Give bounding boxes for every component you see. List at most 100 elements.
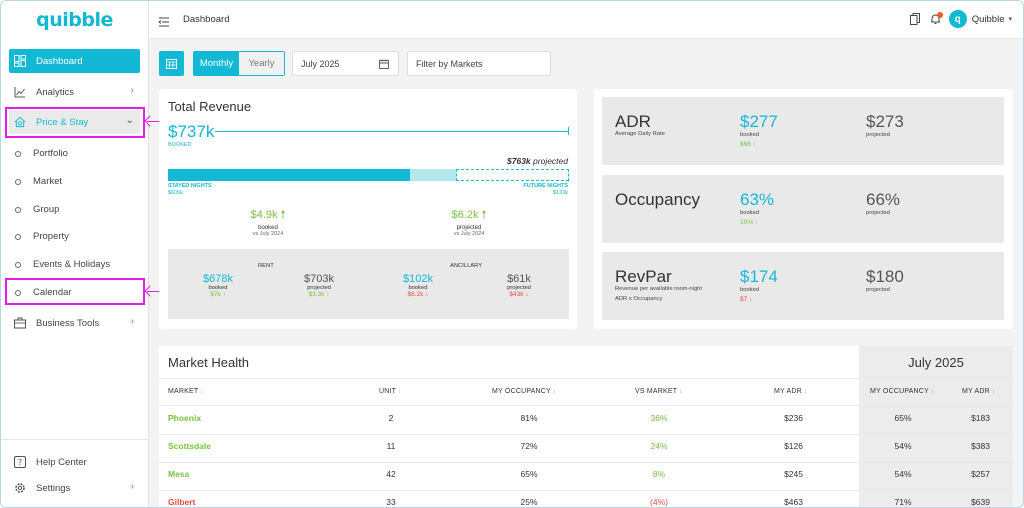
- sidebar-subitem-group[interactable]: Group: [15, 204, 59, 215]
- market-period-title: July 2025: [908, 355, 964, 370]
- sidebar-item-label: Help Center: [36, 456, 87, 468]
- table-cell: 36%: [650, 413, 668, 423]
- arrow-down-icon: ↓: [749, 296, 753, 303]
- bullet-icon: [15, 178, 21, 185]
- kpi-occupancy: Occupancy 63% booked 10% ↑ 66% projected: [602, 175, 1004, 243]
- month-picker[interactable]: July 2025: [292, 51, 399, 76]
- ancillary-projected-value: $61k: [507, 273, 531, 285]
- sidebar: quibble Dashboard Analytics › Price & St…: [1, 1, 149, 507]
- notification-bell-icon[interactable]: [930, 12, 943, 25]
- table-cell: 2: [388, 413, 394, 423]
- kpi-projected-value: 66%: [866, 190, 901, 209]
- highlight-box-calendar: [5, 278, 145, 305]
- kpi-revpar: RevPar Revenue per available room-night …: [602, 252, 1004, 320]
- kpi-booked-value: 63%: [740, 190, 775, 209]
- sidebar-subitem-calendar[interactable]: Calendar: [15, 287, 72, 298]
- booked-yoy-label: booked: [258, 225, 278, 231]
- help-icon: ?: [14, 456, 26, 468]
- table-cell: 81%: [520, 413, 538, 423]
- calendar-view-button[interactable]: [159, 51, 184, 76]
- sidebar-item-settings[interactable]: Settings ›: [9, 476, 140, 500]
- kpi-projected-label: projected: [866, 132, 890, 138]
- market-name-link[interactable]: Mesa: [168, 469, 190, 479]
- quibble-logo[interactable]: quibble: [36, 9, 113, 31]
- markets-filter-placeholder: Filter by Markets: [416, 58, 483, 69]
- yearly-toggle[interactable]: Yearly: [239, 52, 284, 75]
- table-cell: 72%: [520, 441, 538, 451]
- market-health-table: Market Health July 2025 MARKET ↕ UNIT ↕ MY…: [159, 346, 1013, 507]
- rent-projected-change: $3.3k: [308, 291, 325, 298]
- market-name-link[interactable]: Phoenix: [168, 413, 202, 423]
- col-header-market-occupancy[interactable]: MY OCCUPANCY ↕: [870, 388, 934, 395]
- table-cell: 54%: [894, 441, 912, 451]
- ancillary-booked-label: booked: [408, 285, 428, 291]
- col-header-my-occupancy[interactable]: MY OCCUPANCY ↕: [492, 388, 556, 395]
- projected-yoy-label: projected: [456, 225, 482, 231]
- sidebar-subitem-market[interactable]: Market: [15, 176, 62, 187]
- user-name[interactable]: Quibble: [971, 13, 1005, 25]
- calendar-icon: [379, 59, 389, 71]
- rent-booked-change: $7k: [210, 291, 221, 298]
- table-cell: $463: [784, 497, 803, 507]
- ancillary-projected-label: projected: [507, 285, 531, 291]
- table-cell: 11: [386, 441, 396, 451]
- sidebar-item-analytics[interactable]: Analytics ›: [9, 80, 140, 104]
- sidebar-item-label: Business Tools: [36, 317, 100, 329]
- dashboard-icon: [14, 55, 26, 67]
- table-cell: $236: [784, 413, 803, 423]
- market-name-link[interactable]: Scottsdale: [168, 441, 211, 451]
- booked-yoy-value: $4.9k: [250, 209, 278, 221]
- projected-word: projected: [533, 156, 568, 166]
- table-cell: $126: [784, 441, 803, 451]
- sidebar-subitem-events-holidays[interactable]: Events & Holidays: [15, 259, 110, 270]
- subitem-label: Portfolio: [33, 148, 68, 159]
- table-cell: $639: [971, 497, 990, 507]
- kpi-change: 10%: [740, 219, 754, 226]
- svg-text:?: ?: [18, 458, 22, 467]
- kpi-booked-label: booked: [740, 287, 760, 293]
- table-cell: (4%): [650, 497, 668, 507]
- col-header-vs-market[interactable]: VS MARKET ↕: [635, 388, 682, 395]
- markets-filter[interactable]: Filter by Markets: [407, 51, 551, 76]
- table-cell: $183: [971, 413, 990, 423]
- subitem-label: Events & Holidays: [33, 259, 111, 270]
- monthly-toggle[interactable]: Monthly: [194, 52, 239, 75]
- kpi-projected-label: projected: [866, 287, 890, 293]
- period-toggle: Monthly Yearly: [193, 51, 285, 76]
- kpi-booked-value: $174: [740, 267, 778, 286]
- table-cell: $383: [971, 441, 990, 451]
- chevron-down-icon[interactable]: ▾: [1008, 16, 1012, 23]
- gear-icon: [14, 482, 26, 494]
- col-header-my-adr[interactable]: MY ADR ↕: [774, 388, 807, 395]
- sidebar-subitem-property[interactable]: Property: [15, 231, 69, 242]
- booked-yoy: $4.9k 🠕 booked vs July 2024: [241, 206, 295, 237]
- table-cell: 71%: [894, 497, 912, 507]
- sidebar-item-business-tools[interactable]: Business Tools ›: [9, 311, 140, 335]
- ancillary-projected: $61k projected $43k ↓: [496, 273, 542, 298]
- rent-projected: $703k projected $3.3k ↑: [296, 273, 342, 298]
- sidebar-item-price-stay[interactable]: Price & Stay ⌄: [9, 110, 140, 134]
- avatar[interactable]: q: [948, 10, 967, 28]
- market-name-link[interactable]: Gilbert: [168, 497, 196, 507]
- copy-icon[interactable]: [909, 13, 920, 25]
- ancillary-title: ANCILLARY: [450, 263, 483, 269]
- rent-projected-value: $703k: [304, 273, 334, 285]
- collapse-menu-icon[interactable]: [158, 14, 170, 32]
- kpi-name: ADR: [615, 112, 651, 131]
- col-header-market[interactable]: MARKET ↕: [168, 388, 204, 395]
- projected-yoy: $6.2k 🠕 projected vs July 2024: [442, 206, 496, 237]
- sort-icon: ↕: [930, 389, 935, 395]
- col-header-market-adr[interactable]: MY ADR ↕: [962, 388, 995, 395]
- sort-icon: ↕: [991, 389, 996, 395]
- kpi-formula: ADR x Occupancy: [615, 296, 663, 302]
- sidebar-item-dashboard[interactable]: Dashboard: [9, 49, 140, 73]
- ancillary-booked: $102k booked $6.2k ↓: [396, 273, 440, 298]
- arrow-down-icon: ↓: [425, 291, 429, 298]
- total-revenue-card: Total Revenue $737k BOOKED $763k project…: [159, 89, 577, 329]
- sidebar-item-help-center[interactable]: ? Help Center: [9, 450, 140, 474]
- col-header-unit[interactable]: UNIT ↕: [379, 388, 401, 395]
- sidebar-subitem-portfolio[interactable]: Portfolio: [15, 148, 68, 159]
- house-price-icon: [14, 116, 26, 128]
- rent-booked: $678k booked $7k ↑: [196, 273, 240, 298]
- revenue-bar: [168, 169, 569, 181]
